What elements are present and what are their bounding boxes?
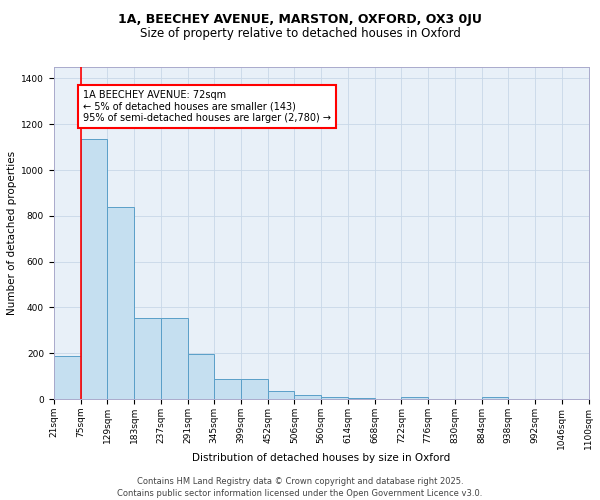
Bar	[161, 318, 188, 399]
Text: 1A, BEECHEY AVENUE, MARSTON, OXFORD, OX3 0JU: 1A, BEECHEY AVENUE, MARSTON, OXFORD, OX3…	[118, 12, 482, 26]
Bar	[321, 397, 348, 399]
Bar	[188, 354, 214, 399]
Text: 1A BEECHEY AVENUE: 72sqm
← 5% of detached houses are smaller (143)
95% of semi-d: 1A BEECHEY AVENUE: 72sqm ← 5% of detache…	[83, 90, 331, 124]
Bar	[214, 378, 241, 399]
X-axis label: Distribution of detached houses by size in Oxford: Distribution of detached houses by size …	[192, 453, 451, 463]
Bar	[80, 139, 107, 399]
Bar	[268, 391, 295, 399]
Text: Size of property relative to detached houses in Oxford: Size of property relative to detached ho…	[140, 28, 460, 40]
Bar	[241, 378, 268, 399]
Y-axis label: Number of detached properties: Number of detached properties	[7, 151, 17, 315]
Bar	[107, 206, 134, 399]
Bar	[54, 356, 80, 399]
Bar	[482, 397, 508, 399]
Bar	[295, 394, 321, 399]
Text: Contains HM Land Registry data © Crown copyright and database right 2025.
Contai: Contains HM Land Registry data © Crown c…	[118, 476, 482, 498]
Bar	[348, 398, 374, 399]
Bar	[401, 397, 428, 399]
Bar	[134, 318, 161, 399]
